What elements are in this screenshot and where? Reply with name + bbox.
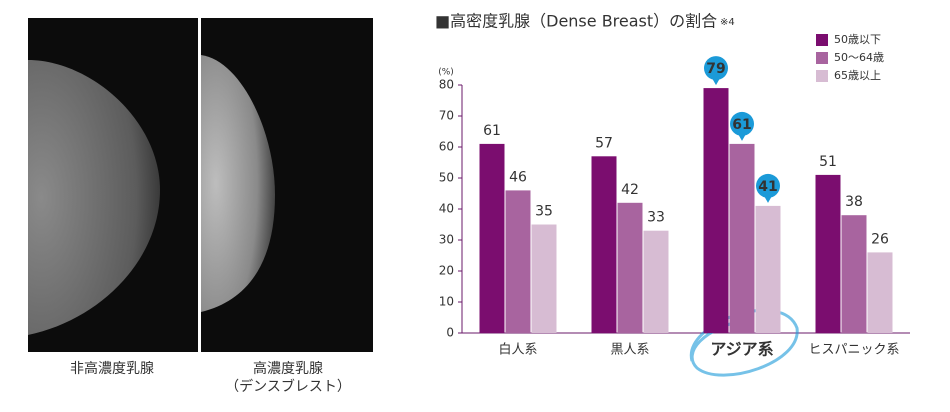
y-tick-label: 80	[439, 78, 454, 92]
bar	[755, 205, 781, 333]
x-tick-label: アジア系	[710, 340, 773, 359]
y-axis-label: (%)	[438, 68, 454, 78]
value-label: 46	[509, 169, 527, 185]
value-label: 41	[758, 179, 777, 195]
bar	[617, 202, 643, 333]
value-label: 42	[621, 182, 639, 198]
value-label: 33	[647, 210, 665, 226]
value-badge	[730, 111, 754, 136]
y-tick-label: 50	[439, 171, 454, 185]
y-tick-label: 10	[439, 295, 454, 309]
photo-caption: 高濃度乳腺	[253, 360, 323, 377]
bar	[591, 156, 617, 333]
title-note: ※4	[720, 17, 735, 28]
bar	[531, 224, 557, 333]
value-label: 61	[483, 123, 501, 139]
legend-label: 50～64歳	[834, 51, 884, 64]
x-tick-label: 白人系	[498, 342, 537, 358]
legend-swatch	[816, 52, 828, 64]
y-tick-label: 60	[439, 140, 454, 154]
legend-label: 65歳以上	[834, 69, 881, 82]
photo-caption: 非高濃度乳腺	[70, 360, 154, 377]
value-label: 57	[595, 135, 613, 151]
x-tick-label: 黒人系	[610, 343, 649, 358]
y-tick-label: 30	[439, 233, 454, 247]
bar	[841, 215, 867, 333]
legend-swatch	[816, 70, 828, 82]
legend-swatch	[816, 34, 828, 46]
value-label: 38	[845, 194, 863, 210]
bar	[867, 252, 893, 333]
mammogram-photo	[28, 18, 198, 352]
bar	[815, 174, 841, 333]
bar	[729, 143, 755, 333]
bar	[505, 190, 531, 333]
legend-label: 50歳以下	[834, 33, 881, 46]
y-tick-label: 70	[439, 109, 454, 123]
value-label: 79	[706, 61, 725, 77]
bar	[479, 143, 505, 333]
value-label: 51	[819, 154, 837, 170]
mammogram-photo	[201, 18, 373, 352]
x-tick-label: ヒスパニック系	[808, 343, 899, 358]
value-badge	[756, 173, 780, 198]
value-badge	[704, 56, 728, 81]
y-tick-label: 0	[446, 326, 454, 340]
value-label: 61	[732, 117, 751, 133]
bar	[643, 230, 669, 333]
value-label: 35	[535, 204, 553, 220]
value-label: 26	[871, 231, 889, 247]
bar	[703, 88, 729, 333]
y-tick-label: 40	[439, 202, 454, 216]
chart-title: ■高密度乳腺（Dense Breast）の割合	[435, 12, 717, 31]
y-tick-label: 20	[439, 264, 454, 278]
photo-caption: （デンスブレスト）	[225, 378, 351, 395]
